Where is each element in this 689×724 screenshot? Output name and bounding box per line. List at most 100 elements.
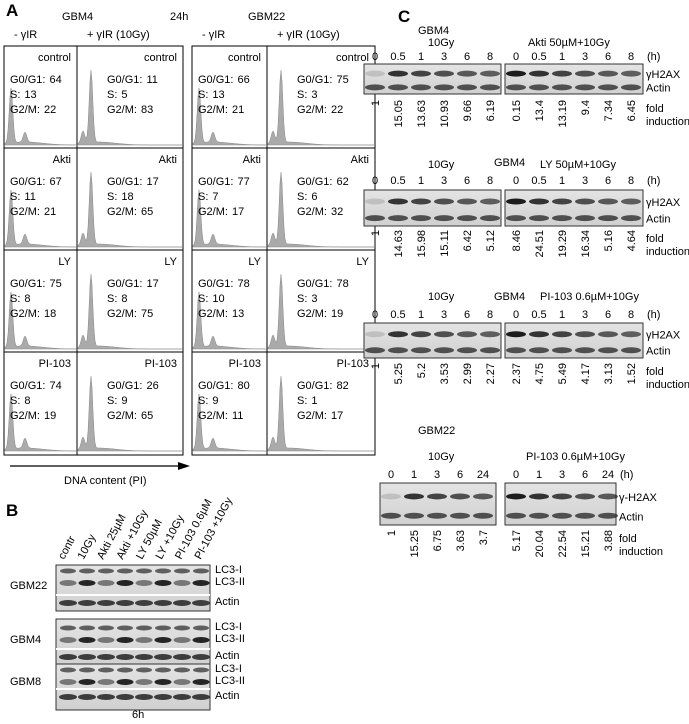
fold-value: 4.64	[626, 230, 638, 251]
stat-value: 75	[141, 308, 153, 320]
fold-value: 5.25	[393, 363, 405, 384]
band	[192, 694, 210, 700]
stat-value: 82	[336, 380, 348, 392]
band-label: Actin	[646, 346, 670, 358]
fold-value: 3.88	[603, 530, 615, 551]
band	[598, 331, 618, 338]
fold-value: 6.75	[432, 530, 444, 551]
stat-value: 21	[232, 104, 244, 116]
band	[97, 654, 115, 660]
time-label: 8	[487, 51, 493, 63]
treatment-label: control	[144, 52, 177, 64]
stat-line: G2/M: 65	[107, 410, 153, 422]
band	[79, 667, 95, 673]
band	[97, 679, 115, 685]
treatment-label: control	[336, 52, 369, 64]
band	[575, 512, 595, 519]
band	[506, 215, 526, 222]
time-label: 1	[559, 309, 565, 321]
fold-value: 3.13	[603, 363, 615, 384]
stat-line: G0/G1: 77	[198, 176, 250, 188]
stat-line: G0/G1: 64	[10, 74, 62, 86]
band	[59, 679, 77, 685]
stat-line: G0/G1: 78	[297, 278, 349, 290]
band	[575, 347, 595, 354]
stat-label: G2/M:	[198, 206, 228, 218]
fold-value: 22.54	[557, 530, 569, 558]
stat-value: 18	[121, 191, 133, 203]
stat-value: 65	[141, 206, 153, 218]
band	[575, 84, 595, 91]
fold-value: 13.4	[534, 100, 546, 121]
stat-value: 5	[121, 89, 127, 101]
time-label: 1	[418, 309, 424, 321]
fold-value: 5.49	[557, 363, 569, 384]
time-label: 1	[418, 51, 424, 63]
stat-label: G2/M:	[297, 104, 327, 116]
time-label: 3	[582, 51, 588, 63]
band	[154, 637, 172, 643]
fold-value: 4.17	[580, 363, 592, 384]
stat-value: 62	[336, 176, 348, 188]
fold-label: induction	[646, 246, 689, 258]
stat-value: 7	[212, 191, 218, 203]
band	[411, 215, 431, 222]
stat-line: S: 18	[107, 191, 134, 203]
stat-label: S:	[10, 395, 20, 407]
time-label: 6	[605, 51, 611, 63]
band	[79, 625, 95, 631]
band	[473, 493, 493, 500]
band	[473, 512, 493, 519]
band	[552, 70, 572, 77]
histogram	[192, 291, 266, 350]
band	[174, 568, 190, 574]
fold-value: 13.19	[557, 100, 569, 128]
band	[404, 493, 424, 500]
treatment-label: PI-103 0.6µM+10Gy	[526, 451, 625, 463]
stat-label: S:	[297, 191, 307, 203]
band	[598, 493, 618, 500]
stat-value: 80	[237, 380, 249, 392]
stat-line: S: 6	[297, 191, 318, 203]
treatment-label: 10Gy	[428, 159, 455, 171]
treatment-label: LY	[58, 256, 71, 268]
histogram	[4, 393, 77, 452]
stat-value: 19	[44, 410, 56, 422]
band	[552, 331, 572, 338]
band	[365, 70, 385, 77]
blot	[363, 189, 502, 227]
band	[621, 198, 641, 205]
band	[480, 84, 500, 91]
stat-label: G0/G1:	[10, 74, 45, 86]
band	[457, 347, 477, 354]
stat-line: G2/M: 17	[297, 410, 343, 422]
treatment-label: LY 50µM+10Gy	[540, 159, 616, 171]
fold-label: fold	[646, 366, 664, 378]
fold-value: 1	[370, 100, 382, 106]
stat-line: S: 8	[10, 395, 31, 407]
fold-value: 1	[370, 363, 382, 369]
band	[154, 694, 172, 700]
blot	[363, 63, 502, 95]
band	[480, 198, 500, 205]
band	[598, 347, 618, 354]
stat-value: 83	[141, 104, 153, 116]
band	[136, 667, 152, 673]
band	[388, 198, 408, 205]
stat-line: G0/G1: 74	[10, 380, 62, 392]
band-label: LC3-II	[215, 633, 245, 645]
histogram	[77, 172, 182, 248]
band	[434, 198, 454, 205]
treatment-label: PI-103	[39, 358, 71, 370]
stat-value: 8	[24, 293, 30, 305]
fold-label: induction	[646, 379, 689, 391]
blot	[504, 189, 644, 227]
fold-value: 15.11	[439, 230, 451, 257]
stat-label: S:	[297, 395, 307, 407]
stat-value: 66	[237, 74, 249, 86]
fold-value: 13.63	[416, 100, 428, 128]
stat-line: G2/M: 22	[10, 104, 56, 116]
band	[381, 512, 401, 519]
band	[506, 198, 526, 205]
stat-label: S:	[198, 191, 208, 203]
